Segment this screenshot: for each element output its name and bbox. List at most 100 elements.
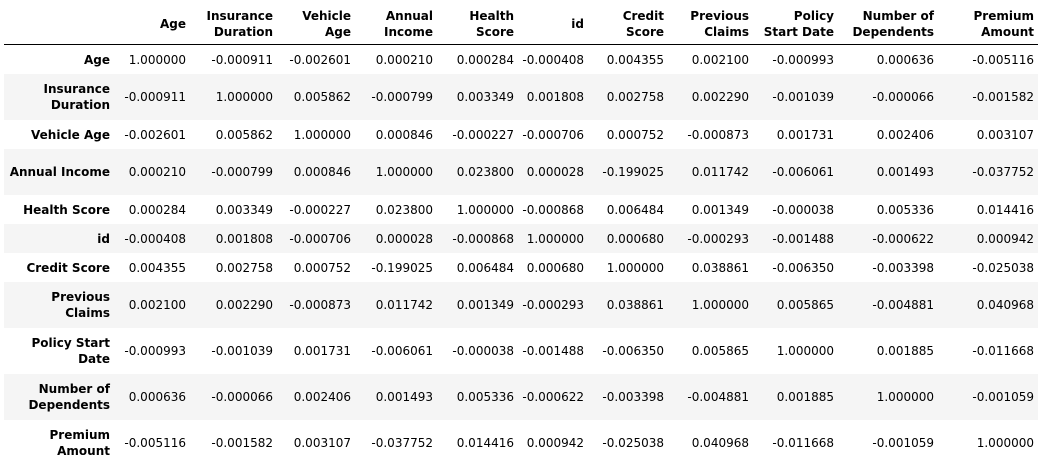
table-cell: 0.000846 xyxy=(293,165,351,179)
table-cell: 0.002290 xyxy=(691,90,749,104)
table-cell: 0.038861 xyxy=(606,298,664,312)
table-cell: -0.000066 xyxy=(211,390,273,404)
table-cell: 0.023800 xyxy=(375,202,433,217)
table-cell: 0.001808 xyxy=(215,231,273,246)
table-cell: 0.002290 xyxy=(215,298,273,312)
table-cell: 0.006484 xyxy=(606,202,664,217)
table-cell: -0.001488 xyxy=(522,344,584,358)
table-cell: 1.000000 xyxy=(776,344,834,358)
table-cell: 0.014416 xyxy=(456,436,514,450)
table-cell: 1.000000 xyxy=(456,202,514,217)
row-header: Credit Score xyxy=(26,260,110,275)
header-row: Age Insurance Duration Vehicle Age Annua… xyxy=(4,2,1038,45)
table-cell: 0.005862 xyxy=(215,127,273,142)
table-cell: 0.005336 xyxy=(876,202,934,217)
table-cell: -0.000993 xyxy=(772,52,834,67)
table-row: Age 1.000000 -0.000911 -0.002601 0.00021… xyxy=(4,44,1038,74)
table-cell: 0.001349 xyxy=(691,202,749,217)
column-header: Number of Dependents xyxy=(838,2,938,45)
table-cell: -0.000706 xyxy=(522,127,584,142)
table-cell: -0.000066 xyxy=(872,90,934,104)
table-cell: -0.000873 xyxy=(289,298,351,312)
column-header: Credit Score xyxy=(588,2,668,45)
table-row: Vehicle Age -0.002601 0.005862 1.000000 … xyxy=(4,120,1038,149)
column-header: Insurance Duration xyxy=(190,2,277,45)
table-row: Premium Amount -0.005116 -0.001582 0.003… xyxy=(4,420,1038,466)
table-cell: 0.005862 xyxy=(293,90,351,104)
table-cell: 0.005865 xyxy=(691,344,749,358)
table-cell: 0.005865 xyxy=(776,298,834,312)
table-cell: 0.000284 xyxy=(456,52,514,67)
table-cell: 0.002758 xyxy=(606,90,664,104)
table-cell: 1.000000 xyxy=(606,260,664,275)
table-cell: 0.004355 xyxy=(606,52,664,67)
row-header: Previous Claims xyxy=(51,290,110,320)
column-header: id xyxy=(518,2,588,45)
table-cell: -0.006350 xyxy=(772,260,834,275)
table-cell: 0.002100 xyxy=(691,52,749,67)
table-cell: -0.001059 xyxy=(972,390,1034,404)
table-cell: -0.000293 xyxy=(522,298,584,312)
table-cell: 0.023800 xyxy=(456,165,514,179)
row-header: Number of Dependents xyxy=(28,382,110,412)
table-cell: 0.000028 xyxy=(375,231,433,246)
table-cell: 1.000000 xyxy=(215,90,273,104)
table-cell: 0.004355 xyxy=(128,260,186,275)
table-cell: 1.000000 xyxy=(691,298,749,312)
column-header: Vehicle Age xyxy=(277,2,355,45)
table-cell: 0.003107 xyxy=(293,436,351,450)
table-cell: 0.006484 xyxy=(456,260,514,275)
table-cell: -0.000873 xyxy=(687,127,749,142)
table-cell: 0.014416 xyxy=(976,202,1034,217)
table-cell: 0.000942 xyxy=(976,231,1034,246)
table-cell: 0.001885 xyxy=(776,390,834,404)
table-cell: 0.001731 xyxy=(776,127,834,142)
table-cell: 0.000846 xyxy=(375,127,433,142)
table-cell: -0.001039 xyxy=(211,344,273,358)
table-cell: -0.011668 xyxy=(972,344,1034,358)
row-header: Vehicle Age xyxy=(31,127,110,142)
table-cell: 0.003349 xyxy=(215,202,273,217)
table-cell: 0.002406 xyxy=(876,127,934,142)
table-cell: 0.040968 xyxy=(976,298,1034,312)
table-cell: -0.025038 xyxy=(972,260,1034,275)
table-cell: 0.000680 xyxy=(526,260,584,275)
table-cell: -0.000408 xyxy=(124,231,186,246)
table-cell: -0.002601 xyxy=(289,52,351,67)
table-cell: -0.005116 xyxy=(124,436,186,450)
table-cell: 0.000636 xyxy=(876,52,934,67)
table-cell: 0.000636 xyxy=(128,390,186,404)
table-cell: -0.001582 xyxy=(972,90,1034,104)
column-header: Health Score xyxy=(437,2,518,45)
column-header: Age xyxy=(114,2,190,45)
column-header: Annual Income xyxy=(355,2,437,45)
table-cell: 0.001349 xyxy=(456,298,514,312)
table-cell: -0.001039 xyxy=(772,90,834,104)
correlation-table: Age Insurance Duration Vehicle Age Annua… xyxy=(4,2,1038,466)
table-cell: -0.000038 xyxy=(772,202,834,217)
table-cell: 0.001808 xyxy=(526,90,584,104)
table-cell: 1.000000 xyxy=(526,231,584,246)
table-cell: 0.000942 xyxy=(526,436,584,450)
table-cell: -0.000622 xyxy=(522,390,584,404)
column-header: Premium Amount xyxy=(938,2,1038,45)
table-cell: 0.038861 xyxy=(691,260,749,275)
table-cell: -0.037752 xyxy=(972,165,1034,179)
table-cell: -0.000799 xyxy=(371,90,433,104)
table-cell: 0.000210 xyxy=(128,165,186,179)
table-row: Policy Start Date -0.000993 -0.001039 0.… xyxy=(4,328,1038,374)
table-cell: 1.000000 xyxy=(128,52,186,67)
row-header: Annual Income xyxy=(9,165,110,179)
table-cell: -0.000911 xyxy=(124,90,186,104)
table-cell: -0.000408 xyxy=(522,52,584,67)
row-header: Premium Amount xyxy=(49,428,110,458)
table-cell: -0.002601 xyxy=(124,127,186,142)
table-cell: 0.003107 xyxy=(976,127,1034,142)
row-header: Policy Start Date xyxy=(31,336,110,366)
table-cell: -0.005116 xyxy=(972,52,1034,67)
table-cell: 1.000000 xyxy=(293,127,351,142)
table-cell: 0.011742 xyxy=(375,298,433,312)
table-cell: -0.001582 xyxy=(211,436,273,450)
corner-cell xyxy=(4,2,114,45)
table-row: Credit Score 0.004355 0.002758 0.000752 … xyxy=(4,253,1038,282)
